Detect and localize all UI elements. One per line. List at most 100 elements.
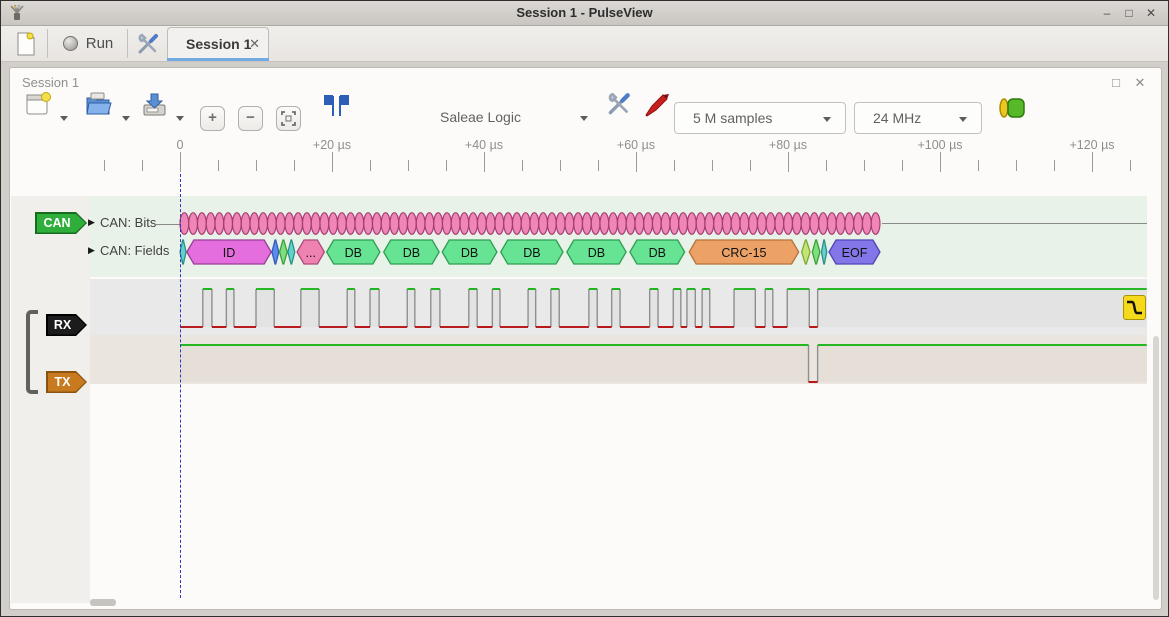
- ruler-minor-tick: [978, 160, 979, 171]
- row-expand-arrow[interactable]: ▶: [88, 245, 95, 255]
- svg-text:DB: DB: [588, 246, 605, 260]
- ruler-minor-tick: [294, 160, 295, 171]
- trigger-badge[interactable]: [1123, 295, 1146, 320]
- toolbar-separator: [127, 29, 128, 58]
- probe-icon: [645, 94, 669, 117]
- ruler-tick-label: 0: [176, 138, 184, 152]
- channel-tag-rx-label: RX: [48, 316, 86, 335]
- ruler-minor-tick: [370, 160, 371, 171]
- svg-text:EOF: EOF: [842, 246, 868, 260]
- dock-title: Session 1: [22, 75, 80, 90]
- dock-close-button[interactable]: ✕: [1134, 75, 1146, 90]
- ruler-tick-label: +20 µs: [312, 138, 352, 152]
- svg-text:DB: DB: [403, 246, 420, 260]
- channel-waveform-tx: [180, 344, 1147, 383]
- tab-session-1[interactable]: Session 1 ✕: [167, 27, 269, 61]
- run-led-icon: [62, 36, 78, 51]
- bits-connector-line: [154, 224, 180, 225]
- ruler-minor-tick: [826, 160, 827, 171]
- run-button-label: Run: [85, 35, 114, 52]
- ruler-tick-label: +40 µs: [464, 138, 504, 152]
- session-dock: Session 1 □ ✕: [9, 67, 1162, 610]
- new-view-dropdown-arrow[interactable]: [60, 116, 68, 121]
- new-session-icon: [17, 32, 35, 55]
- trigger-marker-line: [180, 174, 181, 598]
- can-fields-annotations: ID... DB DB DB DB DB DB CRC-15 EOF: [179, 239, 881, 265]
- zoom-fit-button[interactable]: [276, 106, 301, 131]
- ruler-minor-tick: [522, 160, 523, 171]
- ruler-major-tick: [1092, 152, 1093, 172]
- horizontal-scrollbar[interactable]: [90, 599, 116, 606]
- title-bar: Session 1 - PulseView – □ ✕: [1, 1, 1168, 26]
- vertical-scrollbar[interactable]: [1153, 336, 1159, 600]
- ruler-major-tick: [788, 152, 789, 172]
- sample-count-combo[interactable]: 5 M samples: [674, 102, 846, 134]
- save-icon: [143, 93, 165, 115]
- decoder-tag-can[interactable]: CAN: [35, 212, 87, 234]
- main-toolbar: Run Session 1 ✕: [1, 26, 1168, 62]
- ruler-minor-tick: [104, 160, 105, 171]
- decoder-icon: [999, 98, 1025, 118]
- ruler-tick-label: +80 µs: [768, 138, 808, 152]
- trace-view[interactable]: 0 +20 µs +40 µs +60 µs +80 µs +100 µs +120 µs C…: [10, 135, 1161, 609]
- svg-text:DB: DB: [523, 246, 540, 260]
- channel-group-bracket: [26, 310, 38, 394]
- svg-text:DB: DB: [649, 246, 666, 260]
- channel-tag-rx[interactable]: RX: [46, 314, 87, 336]
- channel-waveform-rx: [180, 288, 1147, 328]
- ruler-minor-tick: [1130, 160, 1131, 171]
- open-folder-icon: [85, 92, 112, 115]
- ruler-tick-label: +100 µs: [917, 138, 963, 152]
- ruler-major-tick: [332, 152, 333, 172]
- tab-active-indicator: [167, 58, 269, 61]
- maximize-button[interactable]: □: [1125, 6, 1133, 20]
- ruler-minor-tick: [598, 160, 599, 171]
- ruler-minor-tick: [902, 160, 903, 171]
- decoder-row-label: CAN: Fields: [100, 243, 170, 258]
- ruler-tick-label: +60 µs: [616, 138, 656, 152]
- ruler-minor-tick: [750, 160, 751, 171]
- ruler-minor-tick: [674, 160, 675, 171]
- ruler-major-tick: [636, 152, 637, 172]
- ruler-major-tick: [484, 152, 485, 172]
- ruler-major-tick: [180, 152, 181, 172]
- window-title: Session 1 - PulseView: [516, 5, 653, 20]
- channel-tag-tx[interactable]: TX: [46, 371, 87, 393]
- open-dropdown-arrow[interactable]: [122, 116, 130, 121]
- dock-maximize-button[interactable]: □: [1112, 75, 1120, 90]
- row-expand-arrow[interactable]: ▶: [88, 217, 95, 227]
- settings-button[interactable]: [133, 28, 163, 59]
- channel-tag-tx-label: TX: [48, 373, 86, 392]
- new-session-button[interactable]: [11, 28, 41, 59]
- toolbar-separator: [47, 29, 48, 58]
- close-button[interactable]: ✕: [1145, 6, 1157, 20]
- falling-edge-icon: [1127, 300, 1142, 315]
- ruler-minor-tick: [218, 160, 219, 171]
- sample-rate-value: 24 MHz: [873, 110, 922, 126]
- tab-close-icon[interactable]: ✕: [249, 36, 260, 51]
- svg-text:...: ...: [306, 246, 316, 260]
- ruler-minor-tick: [446, 160, 447, 171]
- zoom-in-button[interactable]: +: [200, 106, 225, 131]
- ruler-minor-tick: [560, 160, 561, 171]
- ruler-major-tick: [940, 152, 941, 172]
- app-logo-icon: [10, 4, 24, 20]
- ruler-minor-tick: [1016, 160, 1017, 171]
- device-select[interactable]: Saleae Logic: [440, 109, 521, 125]
- ruler-minor-tick: [864, 160, 865, 171]
- sample-rate-combo[interactable]: 24 MHz: [854, 102, 982, 134]
- ruler-tick-label: +120 µs: [1069, 138, 1115, 152]
- zoom-out-button[interactable]: −: [238, 106, 263, 131]
- zoom-fit-icon: [281, 111, 296, 126]
- device-dropdown-arrow[interactable]: [580, 116, 588, 121]
- left-gutter: [11, 196, 90, 603]
- save-dropdown-arrow[interactable]: [176, 116, 184, 121]
- run-button[interactable]: Run: [57, 28, 119, 59]
- minimize-button[interactable]: –: [1103, 6, 1111, 20]
- svg-text:DB: DB: [461, 246, 478, 260]
- ruler-minor-tick: [256, 160, 257, 171]
- can-bits-annotations: [179, 212, 1147, 235]
- wrench-screwdriver-icon: [138, 33, 158, 53]
- ruler-minor-tick: [1054, 160, 1055, 171]
